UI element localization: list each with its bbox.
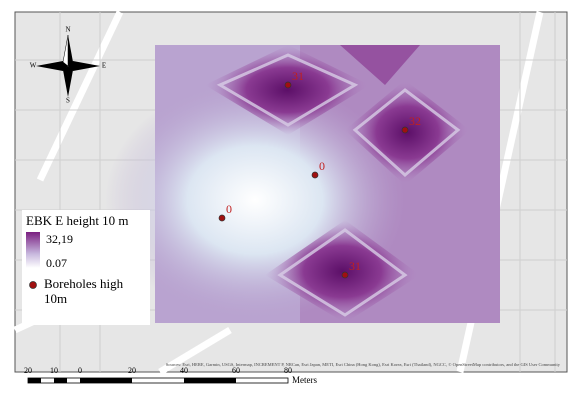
borehole (401, 126, 409, 134)
legend-ramp (26, 232, 40, 268)
scale-label: 60 (232, 366, 240, 375)
scale-label: 20 (128, 366, 136, 375)
compass-e: E (102, 62, 106, 70)
scale-label: 80 (284, 366, 292, 375)
borehole-points: 31 32 0 0 31 (218, 69, 421, 279)
north-arrow: N S W E (30, 26, 106, 105)
borehole-label: 31 (292, 69, 304, 83)
scale-segment (80, 378, 132, 383)
compass-s: S (66, 97, 70, 105)
borehole-label: 31 (349, 259, 361, 273)
legend-point (29, 281, 37, 289)
legend-title: EBK E height 10 m (26, 213, 129, 228)
legend-high: 32,19 (46, 232, 73, 246)
compass-n: N (65, 26, 70, 34)
scale-label: 20 (24, 366, 32, 375)
borehole-label: 32 (409, 114, 421, 128)
scale-unit: Meters (292, 375, 317, 385)
compass-w: W (30, 62, 37, 70)
scale-label: 10 (50, 366, 58, 375)
borehole (218, 214, 226, 222)
borehole-label: 0 (226, 202, 232, 216)
scale-segment (28, 378, 41, 383)
scale-segment (54, 378, 67, 383)
attribution: Sources: Esri, HERE, Garmin, USGS, Inter… (166, 362, 561, 368)
scale-segment (184, 378, 236, 383)
interpolation-raster (105, 45, 500, 323)
borehole-label: 0 (319, 159, 325, 173)
scale-label: 40 (180, 366, 188, 375)
legend-low: 0.07 (46, 256, 67, 270)
legend-box (22, 210, 150, 325)
legend: EBK E height 10 m 32,19 0.07 Boreholes h… (22, 210, 150, 325)
legend-points-label: Boreholes high 10m (44, 276, 124, 306)
scale-label: 0 (78, 366, 82, 375)
legend-points-label-box: Boreholes high 10m (44, 276, 124, 306)
borehole (311, 171, 319, 179)
borehole (284, 81, 292, 89)
borehole (341, 271, 349, 279)
